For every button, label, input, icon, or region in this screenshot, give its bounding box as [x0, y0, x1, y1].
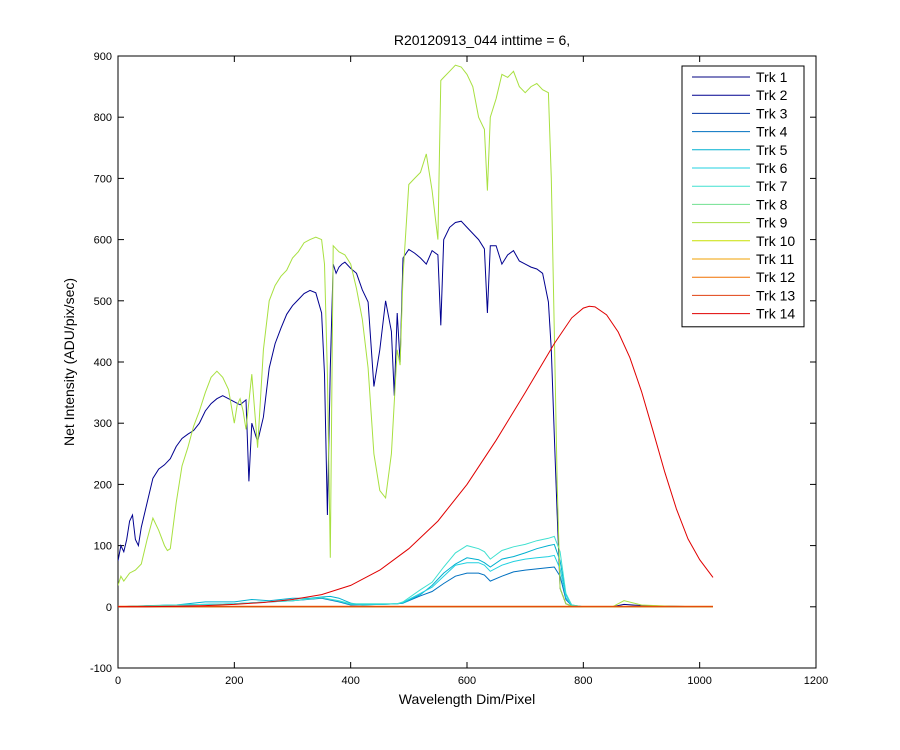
y-tick-label: 200: [94, 479, 112, 491]
y-axis-label: Net Intensity (ADU/pix/sec): [61, 278, 77, 446]
legend-label: Trk 2: [756, 87, 788, 103]
legend-label: Trk 14: [756, 306, 795, 322]
legend-label: Trk 5: [756, 142, 788, 158]
legend-label: Trk 12: [756, 269, 795, 285]
y-tick-label: 700: [94, 173, 112, 185]
x-tick-label: 1000: [687, 675, 711, 687]
legend-label: Trk 10: [756, 233, 795, 249]
y-tick-label: 900: [94, 51, 112, 63]
legend-label: Trk 3: [756, 105, 788, 121]
x-tick-label: 1200: [804, 675, 828, 687]
x-tick-label: 600: [458, 675, 476, 687]
series-line-trk-14: [118, 305, 714, 608]
legend-label: Trk 8: [756, 196, 788, 212]
legend-label: Trk 7: [756, 178, 788, 194]
legend-label: Trk 11: [756, 251, 794, 267]
legend-label: Trk 1: [756, 69, 788, 85]
legend-label: Trk 9: [756, 215, 788, 231]
legend-label: Trk 13: [756, 287, 795, 303]
y-tick-label: 300: [94, 418, 112, 430]
x-tick-label: 200: [225, 675, 243, 687]
series-line-trk-4: [118, 566, 713, 608]
legend-label: Trk 6: [756, 160, 788, 176]
y-tick-label: 600: [94, 235, 112, 247]
x-tick-label: 400: [341, 675, 359, 687]
series-line-trk-7: [118, 535, 713, 608]
legend-box: [681, 65, 805, 328]
y-tick-label: 400: [94, 357, 112, 369]
y-tick-label: 100: [94, 541, 112, 553]
legend-label: Trk 4: [756, 124, 788, 140]
chart-title: R20120913_044 inttime = 6,: [394, 32, 570, 48]
y-tick-label: 500: [94, 296, 112, 308]
y-tick-label: 0: [106, 602, 112, 614]
series-line-trk-9: [118, 64, 713, 608]
y-tick-label: 800: [94, 112, 112, 124]
legend: Trk 1 Trk 2 Trk 3 Trk 4 Trk 5 Trk 6 Trk 7 Trk 8…: [681, 65, 805, 328]
x-tick-label: 800: [574, 675, 592, 687]
x-axis-label: Wavelength Dim/Pixel: [399, 691, 535, 707]
y-tick-label: -100: [90, 663, 112, 675]
x-tick-label: 0: [115, 675, 121, 687]
